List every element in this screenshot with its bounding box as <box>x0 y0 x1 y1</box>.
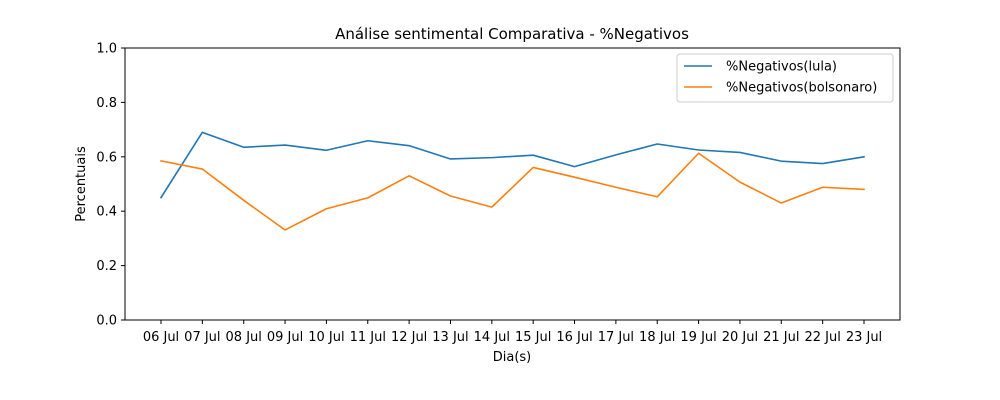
x-tick-label: 12 Jul <box>391 330 427 345</box>
x-tick-label: 19 Jul <box>680 330 716 345</box>
y-axis-label: Percentuais <box>74 146 89 222</box>
y-tick-label: 0.0 <box>96 314 117 329</box>
x-tick-label: 07 Jul <box>184 330 220 345</box>
series-layer <box>159 131 865 231</box>
y-tick-label: 0.4 <box>96 205 117 220</box>
legend-box <box>676 53 894 103</box>
x-axis: 06 Jul 07 Jul 08 Jul 09 Jul 10 Jul 11 Jul 12 J… <box>143 320 882 345</box>
x-tick-label: 13 Jul <box>432 330 468 345</box>
series-line-0 <box>159 131 865 199</box>
x-tick-label: 09 Jul <box>267 330 303 345</box>
x-tick-label: 17 Jul <box>598 330 634 345</box>
y-tick-label: 0.2 <box>96 259 117 274</box>
y-tick-label: 1.0 <box>96 42 117 57</box>
x-tick-label: 14 Jul <box>474 330 510 345</box>
x-tick-label: 23 Jul <box>846 330 882 345</box>
x-tick-label: 18 Jul <box>639 330 675 345</box>
x-tick-label: 16 Jul <box>556 330 592 345</box>
x-tick-label: 15 Jul <box>515 330 551 345</box>
x-tick-label: 22 Jul <box>804 330 840 345</box>
x-tick-label: 11 Jul <box>350 330 386 345</box>
series-line-1 <box>160 152 865 231</box>
plot-frame <box>124 47 901 321</box>
legend: %Negativos(lula) %Negativos(bolsonaro) <box>676 53 894 103</box>
x-tick-label: 10 Jul <box>308 330 344 345</box>
y-tick-label: 0.8 <box>96 96 117 111</box>
x-tick-label: 08 Jul <box>226 330 262 345</box>
y-tick-label: 0.6 <box>96 150 117 165</box>
x-axis-label: Dia(s) <box>493 350 532 365</box>
y-axis: 0.0 0.2 0.4 0.6 0.8 1.0 <box>96 42 125 329</box>
chart-title: Análise sentimental Comparativa - %Negat… <box>335 25 689 43</box>
x-tick-label: 21 Jul <box>763 330 799 345</box>
legend-label-0: %Negativos(lula) <box>726 60 837 75</box>
x-tick-label: 20 Jul <box>722 330 758 345</box>
legend-label-1: %Negativos(bolsonaro) <box>726 81 877 96</box>
x-tick-label: 06 Jul <box>143 330 179 345</box>
